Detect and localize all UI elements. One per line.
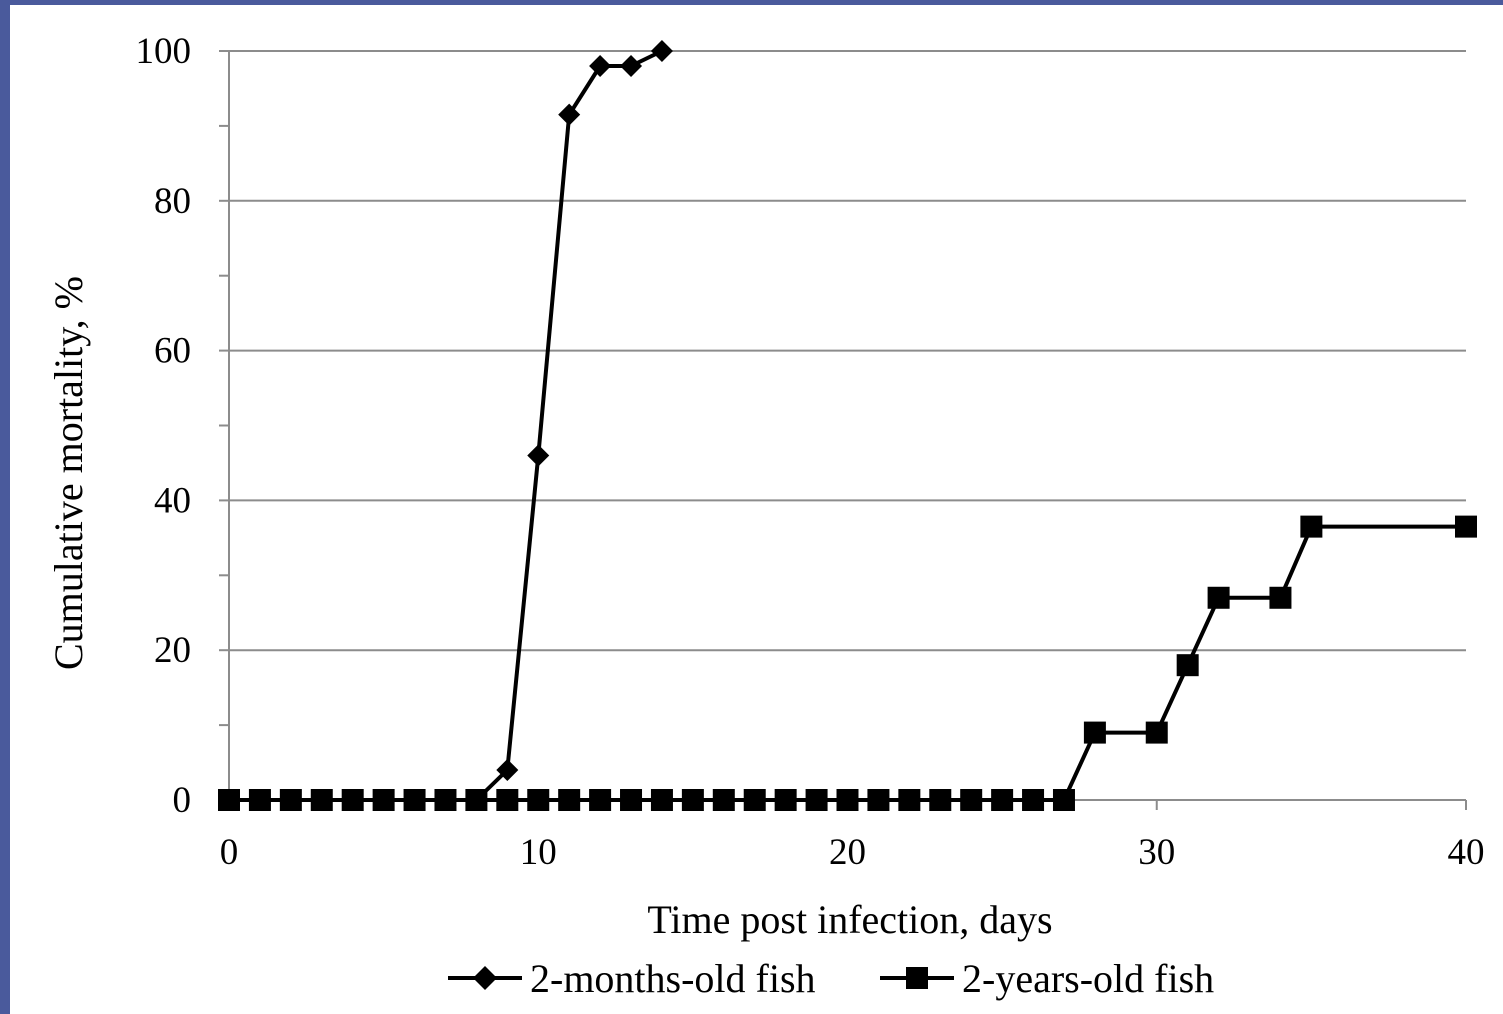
x-tick-label-10: 10 — [520, 832, 557, 873]
square-marker — [743, 789, 766, 811]
square-marker — [898, 789, 921, 811]
series — [218, 40, 1477, 811]
y-tick-label-80: 80 — [154, 181, 191, 222]
square-marker — [1083, 721, 1106, 744]
square-marker — [960, 789, 983, 811]
x-tick-label-0: 0 — [220, 832, 239, 873]
square-marker — [434, 789, 457, 811]
square-marker — [991, 789, 1014, 811]
square-marker — [403, 789, 426, 811]
square-marker — [527, 789, 550, 811]
y-tick-label-60: 60 — [154, 331, 191, 372]
square-marker — [774, 789, 797, 811]
diamond-marker — [558, 103, 581, 126]
square-marker — [1176, 654, 1199, 677]
y-tick-label-0: 0 — [173, 780, 192, 821]
square-marker — [867, 789, 890, 811]
series-line-2 — [229, 524, 1466, 802]
square-marker — [372, 789, 395, 811]
square-marker — [558, 789, 581, 811]
diamond-marker — [496, 759, 519, 782]
square-marker — [929, 789, 952, 811]
x-axis-title: Time post infection, days — [647, 897, 1052, 942]
series-line-1 — [229, 49, 663, 802]
square-marker — [836, 789, 859, 811]
square-marker — [341, 789, 364, 811]
legend-label-2-years: 2-years-old fish — [962, 956, 1214, 1001]
square-marker — [1145, 721, 1168, 744]
mortality-chart: 0 20 40 60 80 100 0 10 20 30 40 Time post infecti… — [46, 31, 1485, 1001]
square-marker — [681, 789, 704, 811]
x-tick-label-20: 20 — [829, 832, 866, 873]
x-tick-label-30: 30 — [1138, 832, 1175, 873]
square-marker — [650, 789, 673, 811]
gridlines — [229, 50, 1466, 652]
diamond-marker — [620, 54, 643, 77]
legend-diamond-marker — [473, 966, 497, 990]
square-marker — [712, 789, 735, 811]
y-tick-label-40: 40 — [154, 480, 191, 521]
square-marker — [1300, 515, 1323, 538]
square-marker — [1455, 515, 1477, 538]
y-tick-label-20: 20 — [154, 630, 191, 671]
square-marker — [248, 789, 271, 811]
square-marker — [620, 789, 643, 811]
x-tick-label-40: 40 — [1448, 832, 1485, 873]
y-axis-title: Cumulative mortality, % — [46, 276, 91, 670]
square-marker — [465, 789, 488, 811]
diamond-marker — [589, 54, 612, 77]
square-marker — [805, 789, 828, 811]
square-marker — [1022, 789, 1045, 811]
square-marker — [1207, 586, 1230, 609]
y-tick-label-100: 100 — [136, 31, 192, 72]
square-marker — [279, 789, 302, 811]
x-tick-labels: 0 10 20 30 40 — [220, 832, 1485, 873]
diamond-marker — [650, 40, 673, 62]
axes — [219, 50, 1467, 810]
square-marker — [1269, 586, 1292, 609]
diamond-marker — [527, 444, 550, 467]
y-tick-labels: 0 20 40 60 80 100 — [136, 31, 192, 821]
legend-square-marker — [906, 967, 928, 989]
legend-item-2-months: 2-months-old fish — [448, 956, 816, 1001]
legend-item-2-years: 2-years-old fish — [880, 956, 1214, 1001]
square-marker — [218, 789, 240, 811]
square-marker — [496, 789, 519, 811]
legend-label-2-months: 2-months-old fish — [530, 956, 816, 1001]
square-marker — [1052, 789, 1075, 811]
square-marker — [589, 789, 612, 811]
legend: 2-months-old fish 2-years-old fish — [448, 956, 1214, 1001]
square-marker — [310, 789, 333, 811]
chart-frame: 0 20 40 60 80 100 0 10 20 30 40 Time post infecti… — [10, 5, 1503, 1014]
